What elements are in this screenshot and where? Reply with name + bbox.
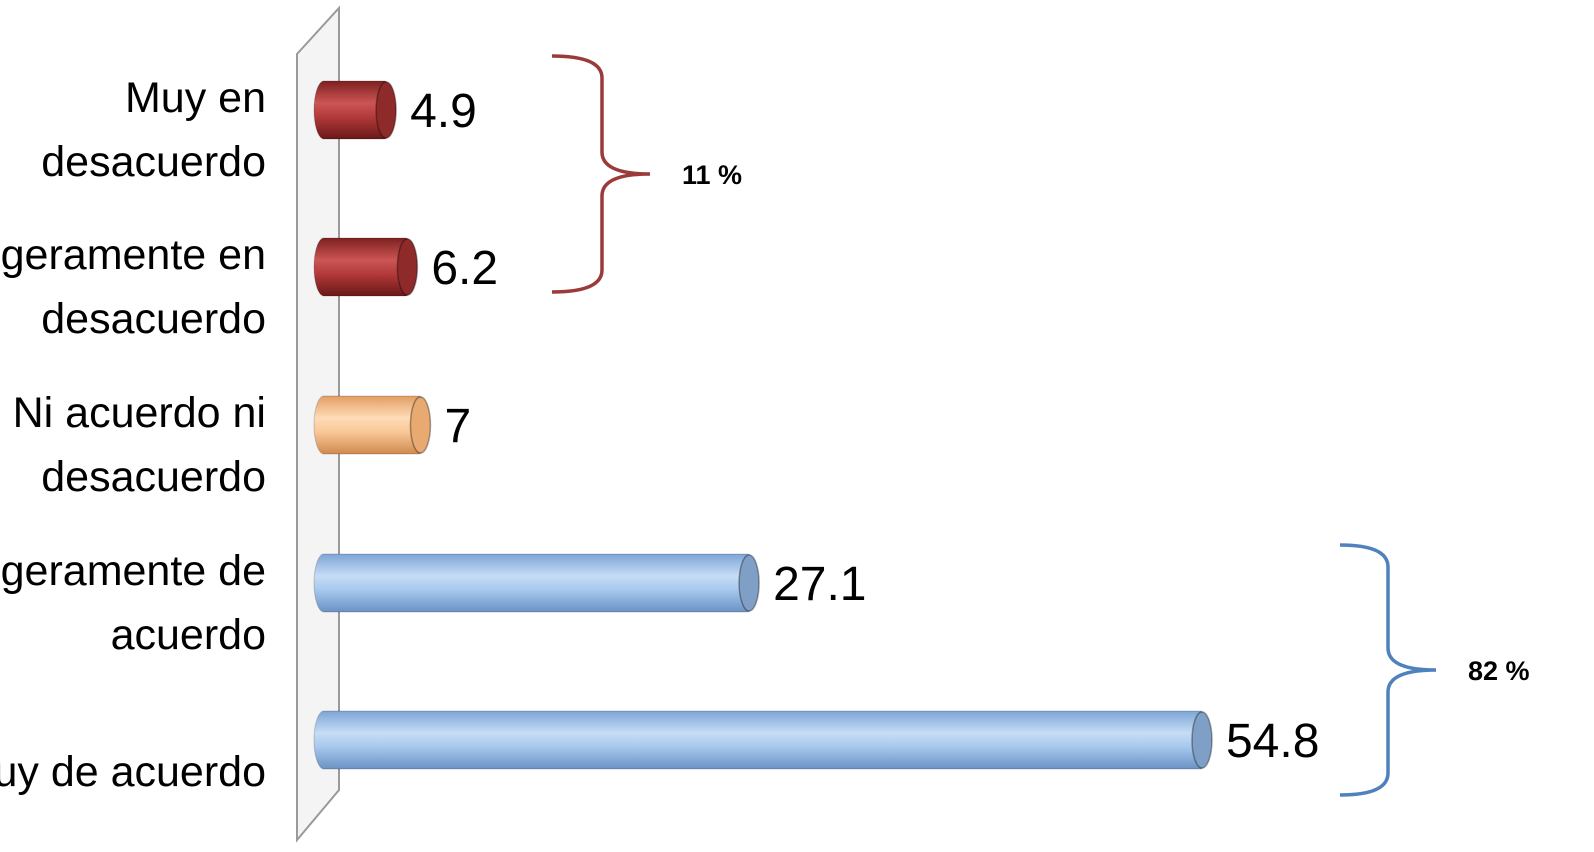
category-label: Ni acuerdo ni desacuerdo (13, 389, 266, 501)
bracket-1 (551, 54, 651, 294)
group-percentage-label: 11 % (682, 160, 742, 190)
value-label: 7 (444, 400, 471, 453)
value-labels: 4.9 6.2 7 27.1 54.8 (410, 85, 1319, 768)
bar-end-cap (409, 396, 432, 454)
bar-end-cap (1191, 711, 1213, 769)
category-label: Muy de acuerdo (0, 748, 266, 796)
group-brackets: 11 % 82 % (551, 54, 1530, 797)
bar-2 (313, 237, 419, 297)
value-label: 4.9 (410, 85, 477, 138)
bracket-2 (1339, 543, 1437, 797)
group-percentage-label: 82 % (1468, 656, 1530, 686)
value-label: 6.2 (431, 242, 498, 295)
bars-group (313, 80, 1213, 770)
value-label: 54.8 (1226, 715, 1319, 768)
category-label: Muy en desacuerdo (41, 74, 266, 186)
bar-4 (313, 553, 760, 613)
bar-end-cap (738, 554, 760, 612)
bar-end-cap (396, 238, 419, 296)
bar-1 (313, 80, 397, 140)
bar-5 (313, 710, 1213, 770)
bar-body (313, 553, 758, 613)
bar-3 (313, 395, 432, 455)
bar-end-cap (375, 81, 397, 139)
value-label: 27.1 (773, 558, 866, 611)
bar-body (313, 710, 1211, 770)
